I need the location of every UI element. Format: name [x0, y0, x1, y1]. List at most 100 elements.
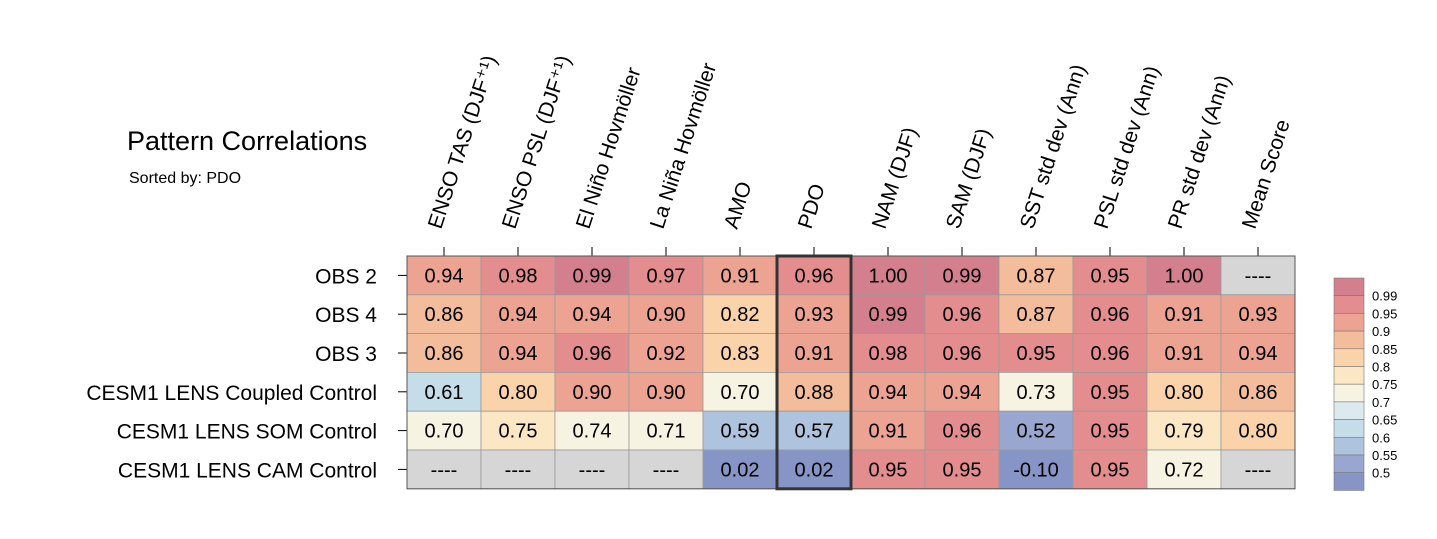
- colorbar-band: [1333, 277, 1365, 297]
- cell-value-label: ----: [1245, 265, 1272, 287]
- row-label: CESM1 LENS Coupled Control: [86, 382, 377, 405]
- heatmap-cell: [1146, 410, 1222, 451]
- column-label: SST std dev (Ann): [1016, 62, 1091, 232]
- heatmap-cell: [702, 294, 778, 334]
- column-label: AMO: [720, 179, 757, 232]
- highlight-frame-group: [775, 254, 853, 491]
- cell-value-label: 0.99: [573, 265, 612, 287]
- colorbar-label: 0.55: [1372, 448, 1397, 463]
- cell-value-label: 0.80: [499, 382, 538, 404]
- colorbar: 0.99 0.95 0.9 0.85 0.8 0.75 0.7 0.65 0.6 0.55 0.5: [1333, 277, 1397, 491]
- cell-value-label: 0.95: [1091, 265, 1130, 287]
- colorbar-band: [1333, 472, 1365, 491]
- cell-value-label: ----: [579, 459, 606, 481]
- cell-value-label: 0.95: [1091, 459, 1130, 481]
- heatmap-cell: [1072, 449, 1148, 490]
- column-headers: ENSO TAS (DJF⁺¹)ENSO PSL (DJF⁺¹)El Niño …: [424, 53, 1295, 256]
- heatmap-cell: [776, 410, 852, 451]
- cell-value-label: 0.70: [721, 382, 760, 404]
- cell-value-label: 0.87: [1017, 304, 1056, 326]
- column-label: ENSO PSL (DJF⁺¹): [498, 53, 576, 232]
- cell-value-label: 1.00: [869, 265, 908, 287]
- cell-value-label: 0.91: [869, 421, 908, 443]
- heatmap-cell: [702, 333, 778, 373]
- cell-value-label: 0.94: [869, 382, 908, 404]
- heatmap-cell: [850, 255, 926, 296]
- cell-value-label: 0.73: [1017, 382, 1056, 404]
- cell-value-label: 0.96: [795, 265, 834, 287]
- cell-value-label: 0.94: [943, 382, 982, 404]
- heatmap-cell: [924, 371, 1000, 412]
- cell-value-label: 0.97: [647, 265, 686, 287]
- row-label: CESM1 LENS SOM Control: [117, 421, 377, 444]
- chart-subtitle: Sorted by: PDO: [129, 170, 242, 187]
- cell-value-label: 0.82: [721, 304, 760, 326]
- heatmap-cell: [924, 333, 1000, 373]
- row-label: CESM1 LENS CAM Control: [118, 459, 377, 482]
- column-label: Mean Score: [1238, 117, 1295, 232]
- cell-value-label: 0.75: [499, 421, 538, 443]
- cell-value-label: 0.92: [647, 343, 686, 365]
- cell-value-label: 0.96: [573, 343, 612, 365]
- cell-value-label: 0.91: [795, 343, 834, 365]
- cell-value-label: 0.94: [499, 304, 538, 326]
- cell-value-label: 0.96: [943, 421, 982, 443]
- heatmap-cell: [480, 294, 556, 334]
- cell-value-label: 0.61: [425, 382, 464, 404]
- heatmap-cell: [1146, 255, 1222, 296]
- colorbar-label: 0.9: [1372, 324, 1390, 339]
- cell-value-label: 0.86: [1239, 382, 1278, 404]
- heatmap-cell: [406, 255, 482, 296]
- cell-value-label: 0.94: [499, 343, 538, 365]
- colorbar-band: [1333, 383, 1365, 403]
- cell-value-label: 0.96: [943, 304, 982, 326]
- cell-value-label: 0.91: [1165, 343, 1204, 365]
- cell-value-label: 0.93: [795, 304, 834, 326]
- colorbar-label: 0.99: [1372, 289, 1397, 304]
- cell-value-label: ----: [431, 459, 458, 481]
- heatmap-cell: [406, 410, 482, 451]
- heatmap-cell: [998, 333, 1074, 373]
- cell-value-label: 0.88: [795, 382, 834, 404]
- heatmap-cell: [1072, 255, 1148, 296]
- cell-value-label: 0.99: [869, 304, 908, 326]
- heatmap-cell: [480, 449, 556, 490]
- heatmap-cell: [702, 449, 778, 490]
- heatmap-cell: [1220, 255, 1296, 296]
- chart-title: Pattern Correlations: [127, 126, 368, 156]
- cell-value-label: 0.02: [721, 459, 760, 481]
- cell-value-label: 0.94: [1239, 343, 1278, 365]
- heatmap-cell: [628, 333, 704, 373]
- column-label: PR std dev (Ann): [1164, 72, 1235, 231]
- cell-value-label: 0.79: [1165, 421, 1204, 443]
- cell-value-label: 0.94: [573, 304, 612, 326]
- cell-value-label: 0.96: [943, 343, 982, 365]
- cell-value-label: 0.94: [425, 265, 464, 287]
- cell-value-label: 0.95: [1091, 382, 1130, 404]
- heatmap-cell: [1146, 371, 1222, 412]
- heatmap-cell: [924, 449, 1000, 490]
- cell-value-label: 0.93: [1239, 304, 1278, 326]
- cell-value-label: 0.96: [1091, 304, 1130, 326]
- heatmap-cells: 0.94 0.98 0.99 0.97 0.91 0.96 1.00 0.99 0.87 0.95…: [406, 255, 1296, 490]
- cell-value-label: 0.96: [1091, 343, 1130, 365]
- colorbar-band: [1333, 295, 1365, 314]
- cell-value-label: 1.00: [1165, 265, 1204, 287]
- colorbar-band: [1333, 313, 1365, 332]
- heatmap-cell: [998, 449, 1074, 490]
- heatmap-cell: [406, 294, 482, 334]
- colorbar-label: 0.5: [1372, 466, 1390, 481]
- colorbar-band: [1333, 419, 1365, 438]
- colorbar-label: 0.65: [1372, 413, 1397, 428]
- cell-value-label: 0.70: [425, 421, 464, 443]
- cell-value-label: 0.98: [499, 265, 538, 287]
- heatmap-cell: [554, 410, 630, 451]
- cell-value-label: 0.91: [1165, 304, 1204, 326]
- cell-value-label: ----: [653, 459, 680, 481]
- column-label: PSL std dev (Ann): [1090, 63, 1164, 231]
- colorbar-label: 0.75: [1372, 377, 1397, 392]
- column-label: ENSO TAS (DJF⁺¹): [424, 53, 502, 232]
- cell-value-label: ----: [1245, 459, 1272, 481]
- cell-value-label: ----: [505, 459, 532, 481]
